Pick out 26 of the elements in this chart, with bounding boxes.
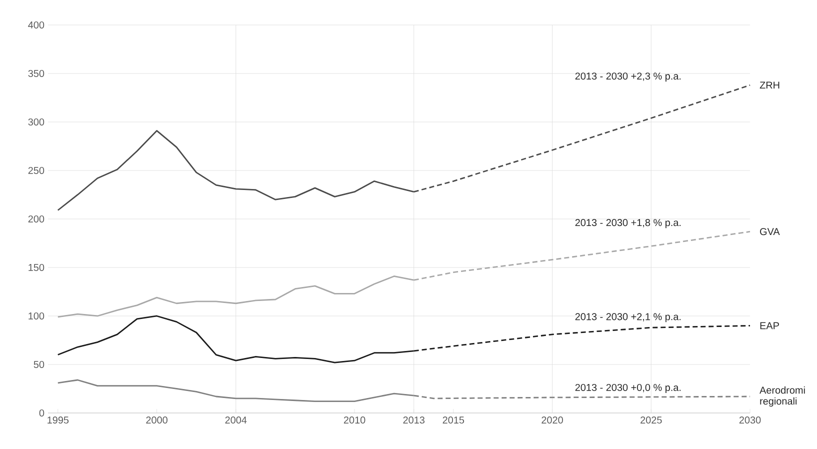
y-tick-label: 300 <box>28 118 44 126</box>
series-label: Aerodromi regionali <box>760 386 805 407</box>
x-tick-label: 2013 <box>403 416 424 424</box>
annotation: 2013 - 2030 +1,8 % p.a. <box>575 219 681 228</box>
x-tick-label: 2000 <box>146 416 168 424</box>
y-tick-label: 250 <box>28 166 44 174</box>
y-tick-label: 100 <box>28 312 44 320</box>
y-tick-label: 350 <box>28 70 44 78</box>
y-tick-label: 0 <box>39 409 44 417</box>
x-tick-label: 2020 <box>542 416 563 424</box>
x-tick-label: 1995 <box>48 416 69 424</box>
series-label: ZRH <box>760 82 780 89</box>
annotation: 2013 - 2030 +2,3 % p.a. <box>575 72 681 82</box>
x-tick-label: 2030 <box>739 416 761 424</box>
annotation: 2013 - 2030 +0,0 % p.a. <box>575 384 681 393</box>
y-tick-label: 50 <box>34 360 44 368</box>
annotation: 2013 - 2030 +2,1 % p.a. <box>575 313 681 322</box>
x-tick-label: 2004 <box>225 416 247 424</box>
x-tick-label: 2015 <box>442 416 464 424</box>
y-tick-label: 200 <box>28 215 44 223</box>
y-tick-label: 150 <box>28 264 44 272</box>
x-tick-label: 2025 <box>640 416 662 424</box>
y-tick-label: 400 <box>28 21 44 29</box>
series-label: EAP <box>760 322 779 330</box>
series-label: GVA <box>760 228 780 236</box>
x-tick-label: 2010 <box>344 416 366 424</box>
